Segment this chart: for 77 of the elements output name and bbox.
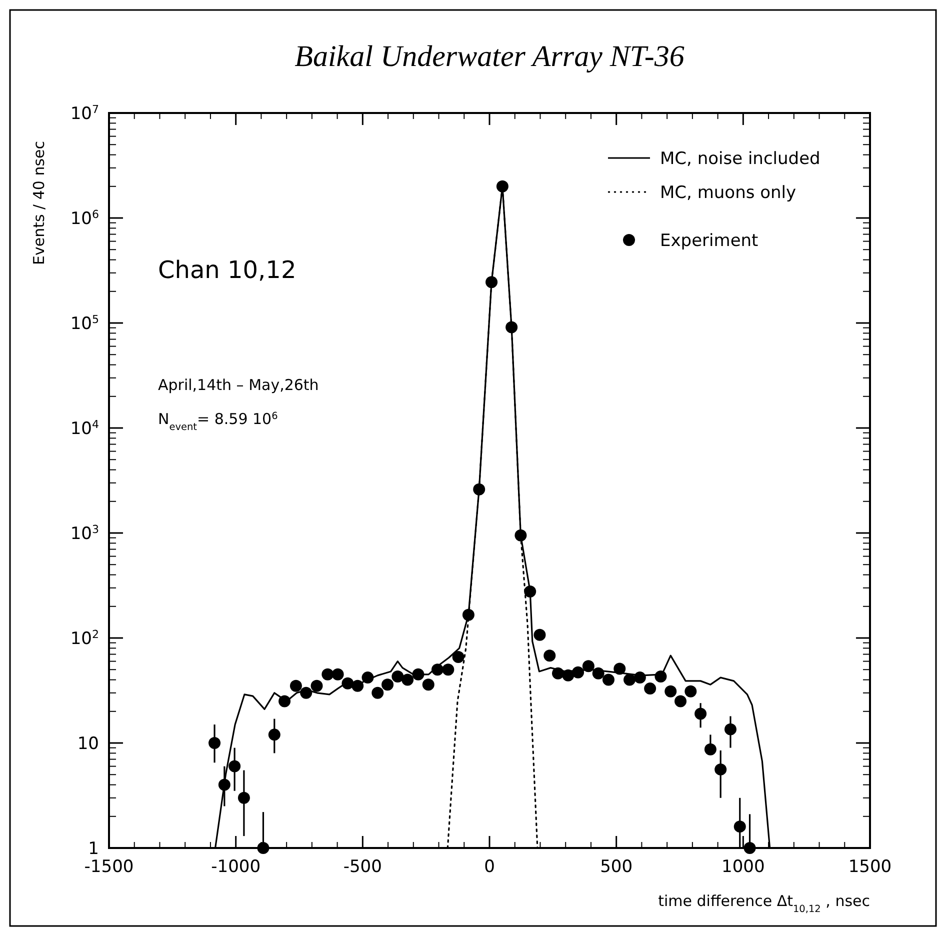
point: [452, 650, 464, 663]
point: [473, 483, 486, 496]
legend-label: Experiment: [660, 231, 759, 251]
point: [392, 670, 404, 682]
y-tick-label: 10$^{4}$: [70, 418, 99, 439]
point: [704, 743, 716, 756]
point: [524, 586, 536, 598]
point: [257, 842, 270, 854]
point: [572, 666, 584, 678]
point: [208, 737, 221, 749]
annotation: Chan 10,12: [158, 256, 296, 284]
point: [592, 667, 604, 680]
y-tick-label: 10: [77, 734, 99, 754]
point: [342, 677, 354, 690]
y-tick-label: 1: [88, 839, 99, 859]
point: [362, 672, 374, 684]
point: [624, 674, 636, 686]
x-tick-label: -1000: [211, 857, 261, 877]
point: [402, 674, 414, 686]
legend-label: MC, muons only: [660, 183, 796, 203]
x-tick-label: 1000: [722, 857, 765, 877]
point: [654, 670, 667, 682]
point: [462, 608, 474, 621]
point: [614, 662, 626, 675]
point: [602, 674, 614, 686]
point: [544, 650, 556, 662]
point: [744, 842, 756, 854]
x-tick-label: 1500: [848, 857, 892, 877]
point: [228, 760, 241, 772]
point: [352, 680, 364, 692]
point: [562, 669, 574, 682]
point: [486, 276, 498, 288]
point: [664, 685, 677, 698]
point: [422, 678, 434, 691]
point: [724, 723, 736, 736]
point: [332, 668, 344, 680]
point: [674, 695, 687, 708]
y-tick-label: 10$^{7}$: [70, 102, 99, 124]
point: [278, 695, 291, 708]
point: [714, 763, 727, 776]
y-tick-label: 10$^{5}$: [70, 312, 99, 334]
point: [514, 529, 527, 542]
x-tick-label: 0: [484, 857, 495, 877]
point: [382, 678, 394, 691]
point: [310, 680, 323, 692]
point: [734, 820, 746, 833]
point: [694, 708, 707, 720]
point: [238, 792, 250, 804]
point: [534, 628, 546, 641]
point: [634, 672, 646, 684]
point: [582, 660, 594, 672]
point: [432, 664, 444, 676]
y-axis-title: Events / 40 nsec: [30, 140, 48, 266]
point: [218, 778, 230, 791]
point: [300, 686, 312, 699]
annotation: April,14th – May,26th: [158, 376, 319, 394]
point: [506, 321, 518, 334]
point: [268, 728, 280, 741]
x-tick-label: -1500: [84, 857, 134, 877]
point: [412, 668, 424, 680]
x-axis-title: time difference Δt$_{10,12}$ , nsec: [658, 892, 870, 914]
point: [552, 667, 564, 680]
y-tick-label: 10$^{3}$: [70, 522, 99, 544]
point: [442, 664, 454, 676]
point: [290, 680, 302, 692]
point: [644, 682, 656, 695]
x-tick-label: 500: [600, 857, 633, 877]
annotation: N$_{event}$= 8.59 10$^{6}$: [158, 410, 278, 432]
point: [322, 668, 334, 680]
y-tick-label: 10$^{6}$: [70, 208, 99, 229]
point: [496, 180, 508, 192]
chart-title: Baikal Underwater Array NT-36: [294, 40, 684, 73]
x-tick-label: -500: [343, 857, 382, 877]
y-tick-label: 10$^{2}$: [70, 628, 99, 649]
point: [684, 685, 697, 698]
legend-label: MC, noise included: [660, 149, 820, 169]
point: [372, 686, 384, 699]
